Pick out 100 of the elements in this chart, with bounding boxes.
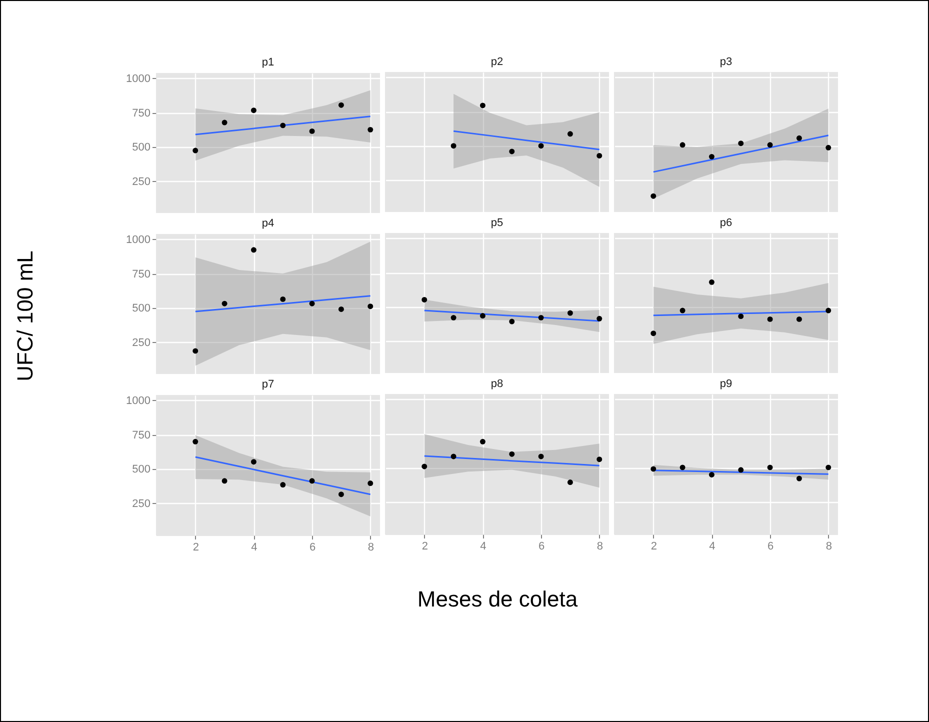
point	[250, 108, 256, 114]
point	[738, 140, 744, 146]
point	[708, 279, 714, 285]
x-tick-label: 4	[480, 540, 486, 552]
point	[368, 126, 374, 132]
chart-title: p1	[262, 56, 274, 68]
line-series	[194, 456, 372, 496]
point	[450, 314, 456, 320]
point	[538, 314, 544, 320]
point	[708, 154, 714, 160]
point	[368, 480, 374, 486]
chart-title: p3	[720, 56, 732, 68]
y-tick-label: 1000	[126, 72, 150, 85]
x-tick-label: 6	[309, 542, 316, 554]
point	[480, 102, 486, 108]
y-axis-title: UFC/ 100 mL	[12, 250, 38, 382]
point	[650, 466, 656, 472]
point	[222, 300, 228, 306]
x-tick-label: 6	[767, 540, 774, 552]
y-tick-label: 750	[132, 268, 150, 280]
point	[280, 296, 286, 302]
point	[192, 348, 198, 354]
point	[309, 128, 315, 134]
point	[767, 316, 773, 322]
point	[250, 247, 256, 253]
x-tick-label: 4	[251, 542, 258, 554]
y-tick-label: 1000	[126, 234, 150, 246]
point	[680, 308, 686, 314]
point	[309, 478, 315, 484]
chart-title: p4	[262, 217, 274, 230]
point	[680, 464, 686, 470]
point	[222, 478, 228, 484]
point	[280, 122, 286, 128]
point	[767, 464, 773, 470]
y-tick-label: 250	[132, 176, 150, 188]
y-tick-label: 250	[132, 336, 150, 349]
x-tick-label: 8	[368, 542, 374, 554]
point	[509, 451, 515, 457]
point	[422, 296, 428, 302]
point	[422, 464, 428, 470]
point	[767, 142, 773, 148]
x-tick-label: 2	[422, 540, 428, 552]
point	[222, 120, 228, 126]
chart-title: p9	[720, 378, 732, 390]
point	[708, 472, 714, 478]
point	[738, 314, 744, 320]
chart-title: p2	[490, 56, 504, 68]
point	[567, 310, 573, 316]
point	[680, 142, 686, 148]
point	[596, 316, 602, 322]
point	[826, 144, 832, 150]
point	[596, 152, 602, 158]
point	[796, 135, 802, 141]
point	[738, 467, 744, 473]
point	[368, 304, 374, 310]
point	[338, 102, 344, 108]
x-tick-label: 8	[596, 540, 603, 552]
point	[796, 316, 802, 322]
point	[192, 438, 198, 444]
point	[480, 313, 486, 318]
chart-title: p7	[262, 378, 274, 390]
point	[338, 306, 344, 312]
point	[250, 459, 256, 465]
point	[509, 148, 515, 154]
point	[596, 456, 602, 462]
y-tick-label: 500	[132, 302, 150, 315]
x-tick-label: 2	[650, 540, 657, 552]
point	[567, 480, 573, 485]
y-tick-label: 750	[132, 107, 150, 120]
point	[192, 148, 198, 154]
x-tick-label: 8	[826, 540, 832, 552]
y-tick-label: 500	[132, 142, 150, 154]
point	[280, 482, 286, 488]
point	[338, 492, 344, 498]
chart-title: p6	[720, 217, 732, 229]
point	[538, 454, 544, 460]
y-tick-label: 1000	[126, 394, 150, 407]
y-tick-label: 750	[132, 429, 150, 442]
point	[509, 318, 515, 324]
y-tick-label: 500	[132, 464, 150, 476]
point	[650, 330, 656, 336]
point	[480, 438, 486, 444]
x-tick-label: 2	[192, 542, 199, 554]
point	[450, 454, 456, 460]
point	[826, 308, 832, 314]
point	[796, 476, 802, 482]
point	[567, 131, 573, 137]
point	[826, 464, 832, 470]
y-tick-label: 250	[132, 498, 150, 510]
line-series	[194, 116, 372, 136]
point	[450, 143, 456, 149]
chart-title: p5	[490, 217, 504, 229]
point	[538, 143, 544, 149]
x-tick-label: 4	[709, 540, 716, 552]
line-series	[194, 295, 372, 312]
x-tick-label: 6	[538, 540, 545, 552]
point	[650, 193, 656, 199]
x-axis-title: Meses de coleta	[417, 586, 578, 612]
point	[309, 300, 315, 306]
chart-title: p8	[490, 378, 504, 390]
